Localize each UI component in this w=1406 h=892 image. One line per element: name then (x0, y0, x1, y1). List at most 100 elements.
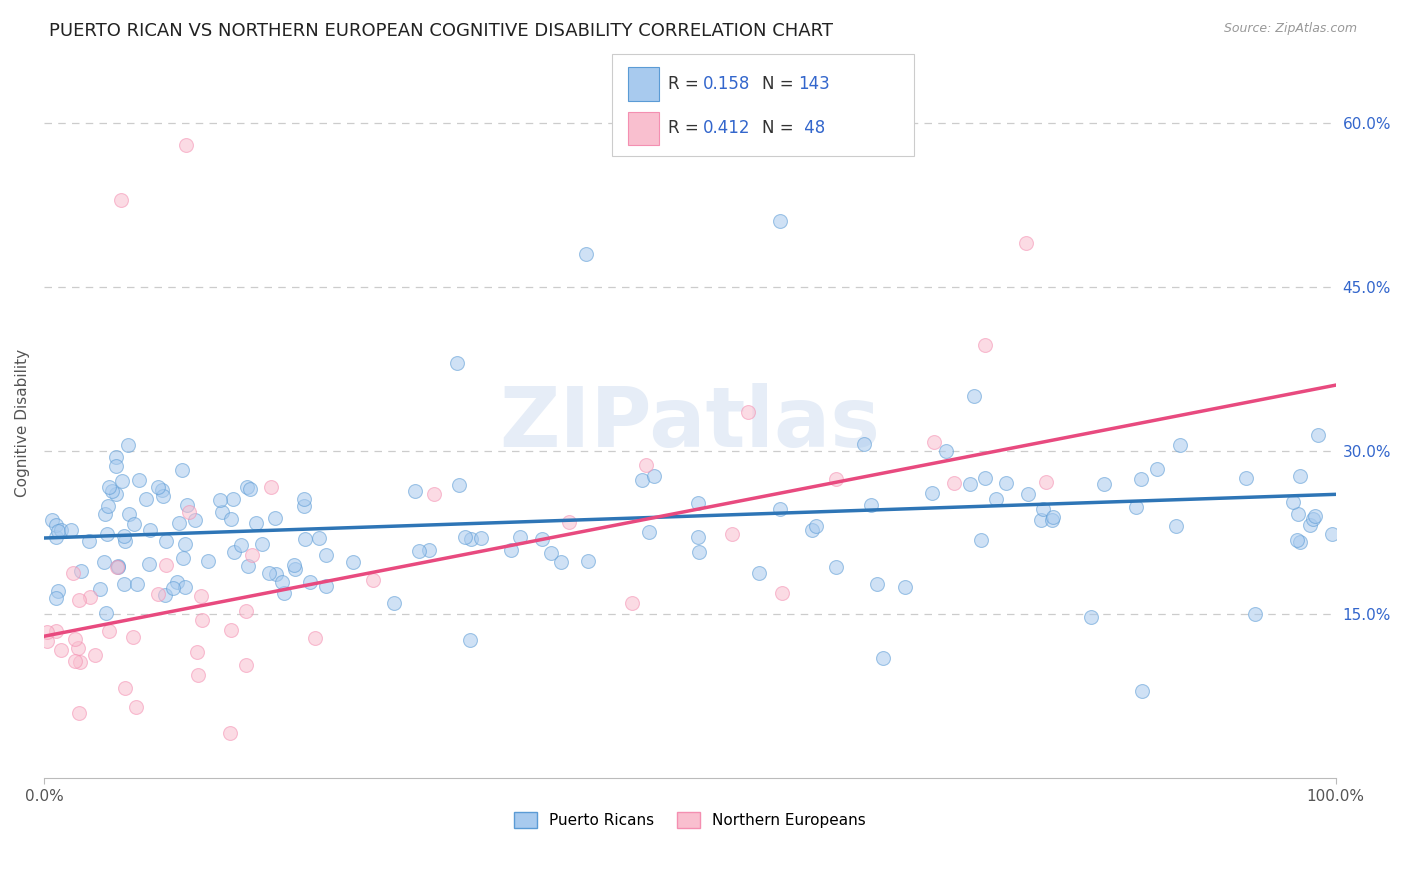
Point (93, 555, 115, 569)
Point (686, 496, 709, 510)
Point (45, 624, 67, 639)
Point (292, 499, 315, 513)
Point (264, 511, 287, 525)
Point (1042, 509, 1064, 524)
Point (166, 575, 188, 590)
Point (922, 435, 945, 450)
Point (283, 558, 305, 572)
Point (152, 490, 174, 504)
Point (1170, 438, 1192, 452)
Point (860, 498, 883, 512)
Point (1014, 236, 1036, 251)
Point (239, 482, 262, 496)
Point (105, 560, 128, 574)
Point (973, 338, 995, 352)
Point (112, 529, 135, 543)
Point (146, 587, 169, 601)
Point (558, 515, 581, 529)
Point (299, 575, 322, 590)
Point (45, 530, 67, 544)
Point (959, 477, 981, 491)
Point (190, 589, 212, 603)
Point (308, 531, 330, 545)
Point (894, 580, 917, 594)
Point (1080, 610, 1102, 624)
Point (45, 518, 67, 533)
Point (110, 193, 132, 207)
Point (173, 536, 195, 550)
Point (67, 706, 90, 720)
Point (342, 555, 364, 569)
Point (1129, 472, 1152, 486)
Point (872, 651, 894, 665)
Legend: Puerto Ricans, Northern Europeans: Puerto Ricans, Northern Europeans (508, 806, 872, 834)
Point (1017, 486, 1039, 500)
Point (167, 516, 190, 530)
Point (112, 577, 135, 591)
Point (98, 480, 121, 494)
Point (128, 473, 150, 487)
Point (260, 480, 283, 494)
Point (631, 473, 654, 487)
Point (935, 444, 957, 458)
Point (454, 530, 477, 544)
Point (208, 492, 231, 507)
Point (94, 507, 117, 521)
Point (177, 505, 200, 519)
Point (404, 484, 426, 499)
Point (866, 576, 889, 591)
Point (1289, 534, 1312, 549)
Point (974, 471, 997, 485)
Point (634, 458, 657, 472)
Point (66, 640, 89, 655)
Point (284, 561, 307, 575)
Point (748, 566, 770, 580)
Point (315, 548, 337, 562)
Point (197, 554, 219, 568)
Point (1320, 526, 1343, 541)
Point (67, 593, 90, 607)
Text: 48: 48 (799, 120, 825, 137)
Point (575, 247, 598, 261)
Point (138, 558, 160, 572)
Point (187, 668, 209, 682)
Text: 0.412: 0.412 (703, 120, 751, 137)
Point (41, 513, 63, 527)
Point (447, 477, 470, 491)
Point (186, 644, 208, 658)
Point (107, 559, 129, 574)
Point (1286, 507, 1309, 521)
Point (35, 633, 58, 648)
Point (540, 546, 562, 560)
Point (100, 484, 122, 499)
Point (638, 525, 661, 540)
Point (852, 437, 875, 451)
Point (89, 582, 111, 597)
Point (804, 519, 827, 533)
Point (114, 533, 136, 548)
Point (460, 533, 482, 547)
Point (79, 591, 101, 605)
Point (1040, 514, 1063, 528)
Point (720, 527, 742, 541)
Point (1035, 475, 1057, 490)
Point (270, 575, 292, 590)
Point (315, 579, 337, 593)
Point (825, 472, 848, 486)
Text: Source: ZipAtlas.com: Source: ZipAtlas.com (1223, 22, 1357, 36)
Point (125, 577, 148, 591)
Point (418, 543, 440, 558)
Point (770, 586, 793, 600)
Point (104, 450, 127, 464)
Point (1306, 427, 1329, 442)
Point (643, 469, 665, 483)
Point (146, 480, 169, 494)
Point (501, 542, 523, 557)
Point (470, 531, 492, 545)
Point (1032, 501, 1054, 516)
Point (114, 681, 136, 695)
Point (37, 624, 59, 639)
Point (162, 581, 184, 595)
Point (107, 559, 129, 574)
Point (1289, 468, 1312, 483)
